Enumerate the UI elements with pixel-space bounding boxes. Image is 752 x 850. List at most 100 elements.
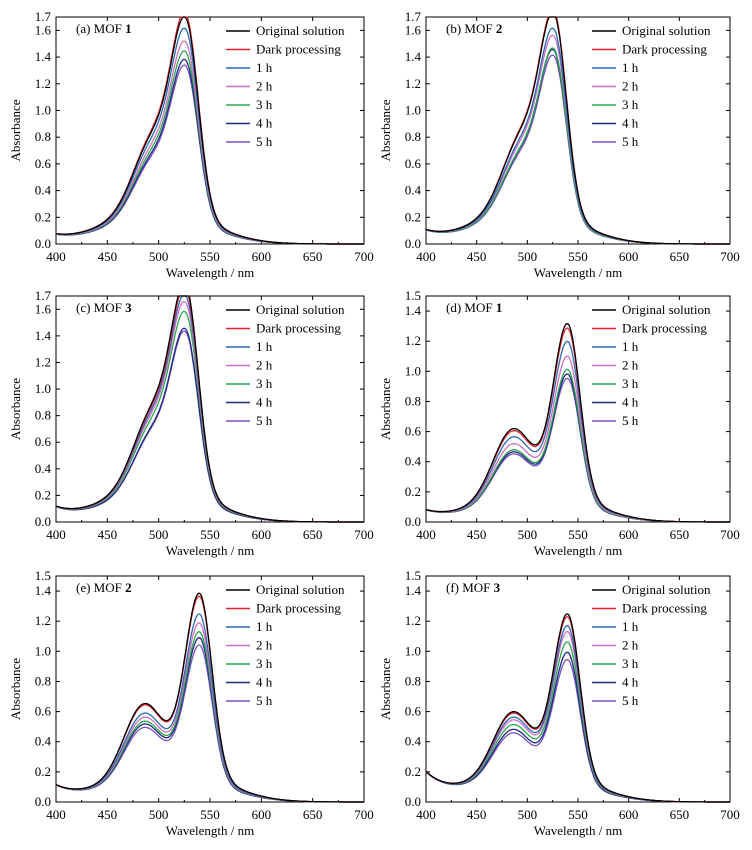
y-tick-label: 1.7: [405, 9, 422, 24]
x-tick-label: 700: [354, 807, 374, 822]
y-axis-title: Absorbance: [8, 658, 23, 720]
y-tick-label: 1.4: [405, 49, 422, 64]
x-tick-label: 550: [568, 527, 588, 542]
x-axis-title: Wavelength / nm: [534, 265, 623, 280]
series-line-1: [55, 595, 364, 803]
y-tick-label: 1.6: [405, 22, 422, 37]
y-tick-label: 0.4: [35, 461, 52, 476]
legend-label: Dark processing: [622, 601, 707, 616]
y-tick-label: 1.4: [35, 328, 52, 343]
series-line-5: [55, 58, 364, 245]
x-tick-label: 600: [252, 527, 272, 542]
chart-panel-f: 400 450 500 550 600 650 700 0.0 0.2 0.4 0.6 0.8 1.0 1…: [378, 568, 740, 838]
legend-label: Original solution: [256, 302, 345, 317]
legend-label: 5 h: [622, 693, 639, 708]
series-line-6: [425, 54, 730, 245]
y-tick-label: 0.8: [405, 129, 421, 144]
legend-label: Original solution: [622, 302, 711, 317]
x-tick-label: 600: [619, 807, 639, 822]
legend-label: 1 h: [622, 619, 639, 634]
legend-label: 1 h: [622, 60, 639, 75]
y-tick-label: 1.6: [35, 22, 52, 37]
x-tick-label: 450: [467, 527, 487, 542]
y-tick-label: 1.2: [35, 76, 51, 91]
legend-label: 2 h: [622, 638, 639, 653]
legend-label: 3 h: [622, 376, 639, 391]
x-tick-label: 450: [98, 249, 118, 264]
y-tick-label: 0.8: [35, 129, 51, 144]
y-tick-label: 1.0: [405, 643, 421, 658]
y-axis-title: Absorbance: [8, 378, 23, 440]
y-tick-label: 0.4: [405, 454, 422, 469]
x-tick-label: 450: [467, 249, 487, 264]
y-tick-label: 1.6: [35, 301, 52, 316]
x-tick-label: 700: [354, 527, 374, 542]
legend-label: Dark processing: [622, 42, 707, 57]
y-tick-label: 1.4: [35, 583, 52, 598]
y-tick-label: 1.2: [35, 613, 51, 628]
chart-panel-d: 400 450 500 550 600 650 700 0.0 0.2 0.4 0.6 0.8 1.0 1…: [378, 288, 740, 558]
legend-label: 2 h: [256, 358, 273, 373]
legend-label: 2 h: [622, 358, 639, 373]
chart-panel-e: 400 450 500 550 600 650 700 0.0 0.2 0.4 0.6 0.8 1.0 1…: [8, 568, 374, 838]
y-tick-label: 0.2: [35, 764, 51, 779]
legend-label: 1 h: [622, 339, 639, 354]
legend-label: 4 h: [622, 395, 639, 410]
x-tick-label: 550: [200, 249, 220, 264]
panel-label: (d) MOF 1: [446, 300, 502, 315]
legend-label: 5 h: [256, 693, 273, 708]
y-tick-label: 0.6: [405, 424, 422, 439]
series-line-1: [425, 327, 730, 523]
y-tick-label: 0.0: [35, 236, 51, 251]
x-tick-label: 650: [670, 807, 690, 822]
x-tick-label: 400: [46, 807, 66, 822]
legend-label: 3 h: [256, 656, 273, 671]
y-tick-label: 1.4: [405, 583, 422, 598]
y-tick-label: 1.0: [405, 102, 421, 117]
x-axis-title: Wavelength / nm: [534, 823, 623, 838]
x-tick-label: 500: [149, 249, 169, 264]
x-tick-label: 600: [619, 249, 639, 264]
legend-label: 1 h: [256, 619, 273, 634]
series-line-6: [55, 330, 364, 523]
x-tick-label: 550: [200, 527, 220, 542]
chart-panel-c: 400 450 500 550 600 650 700 0.0 0.2 0.4 0.6 0.8 1.0 1…: [8, 288, 374, 558]
legend-label: 5 h: [256, 134, 273, 149]
series-line-4: [425, 47, 730, 245]
series-line-4: [55, 310, 364, 523]
y-tick-label: 0.4: [405, 183, 422, 198]
y-tick-label: 0.0: [405, 236, 421, 251]
x-tick-label: 600: [252, 249, 272, 264]
legend-label: 4 h: [622, 675, 639, 690]
x-tick-label: 400: [46, 527, 66, 542]
x-axis-title: Wavelength / nm: [534, 543, 623, 558]
series-line-3: [55, 40, 364, 245]
x-tick-label: 650: [303, 249, 323, 264]
y-tick-label: 1.0: [35, 643, 51, 658]
legend-label: 3 h: [622, 97, 639, 112]
x-tick-label: 450: [98, 807, 118, 822]
chart-panel-a: 400 450 500 550 600 650 700 0.0 0.2 0.4 0.6 0.8 1.0 1…: [8, 9, 374, 280]
series-line-0: [425, 16, 730, 245]
legend-label: Original solution: [622, 582, 711, 597]
y-tick-label: 1.0: [35, 381, 51, 396]
legend-label: 2 h: [622, 79, 639, 94]
x-tick-label: 650: [303, 807, 323, 822]
y-axis-title: Absorbance: [378, 378, 393, 440]
x-tick-label: 500: [518, 807, 538, 822]
series-line-2: [425, 27, 730, 245]
y-axis-title: Absorbance: [378, 658, 393, 720]
x-tick-label: 500: [518, 527, 538, 542]
x-tick-label: 700: [720, 807, 740, 822]
series-line-0: [55, 16, 364, 245]
y-axis-title: Absorbance: [378, 99, 393, 161]
panel-label: (e) MOF 2: [76, 580, 132, 595]
legend-label: Dark processing: [256, 321, 341, 336]
x-tick-label: 550: [200, 807, 220, 822]
legend-label: Original solution: [256, 23, 345, 38]
y-tick-label: 0.2: [405, 484, 421, 499]
y-tick-label: 0.6: [35, 156, 52, 171]
x-tick-label: 400: [416, 527, 436, 542]
x-tick-label: 650: [670, 249, 690, 264]
